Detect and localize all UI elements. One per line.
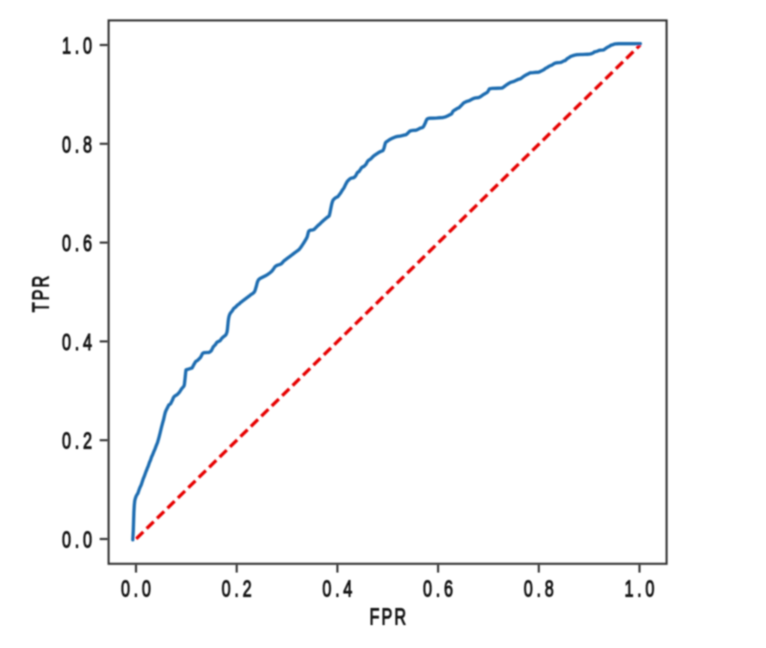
- svg-text:0.2: 0.2: [62, 429, 96, 455]
- svg-text:0.4: 0.4: [62, 330, 96, 356]
- svg-text:FPR: FPR: [369, 605, 408, 631]
- svg-text:TPR: TPR: [29, 274, 55, 313]
- svg-text:0.6: 0.6: [62, 231, 96, 257]
- svg-text:0.6: 0.6: [423, 577, 457, 603]
- svg-text:0.0: 0.0: [121, 577, 155, 603]
- svg-text:0.8: 0.8: [62, 133, 96, 159]
- svg-text:1.0: 1.0: [624, 577, 658, 603]
- svg-text:0.0: 0.0: [62, 528, 96, 554]
- svg-text:0.4: 0.4: [322, 577, 356, 603]
- svg-text:0.8: 0.8: [524, 577, 558, 603]
- svg-text:0.2: 0.2: [222, 577, 256, 603]
- svg-text:1.0: 1.0: [62, 34, 96, 60]
